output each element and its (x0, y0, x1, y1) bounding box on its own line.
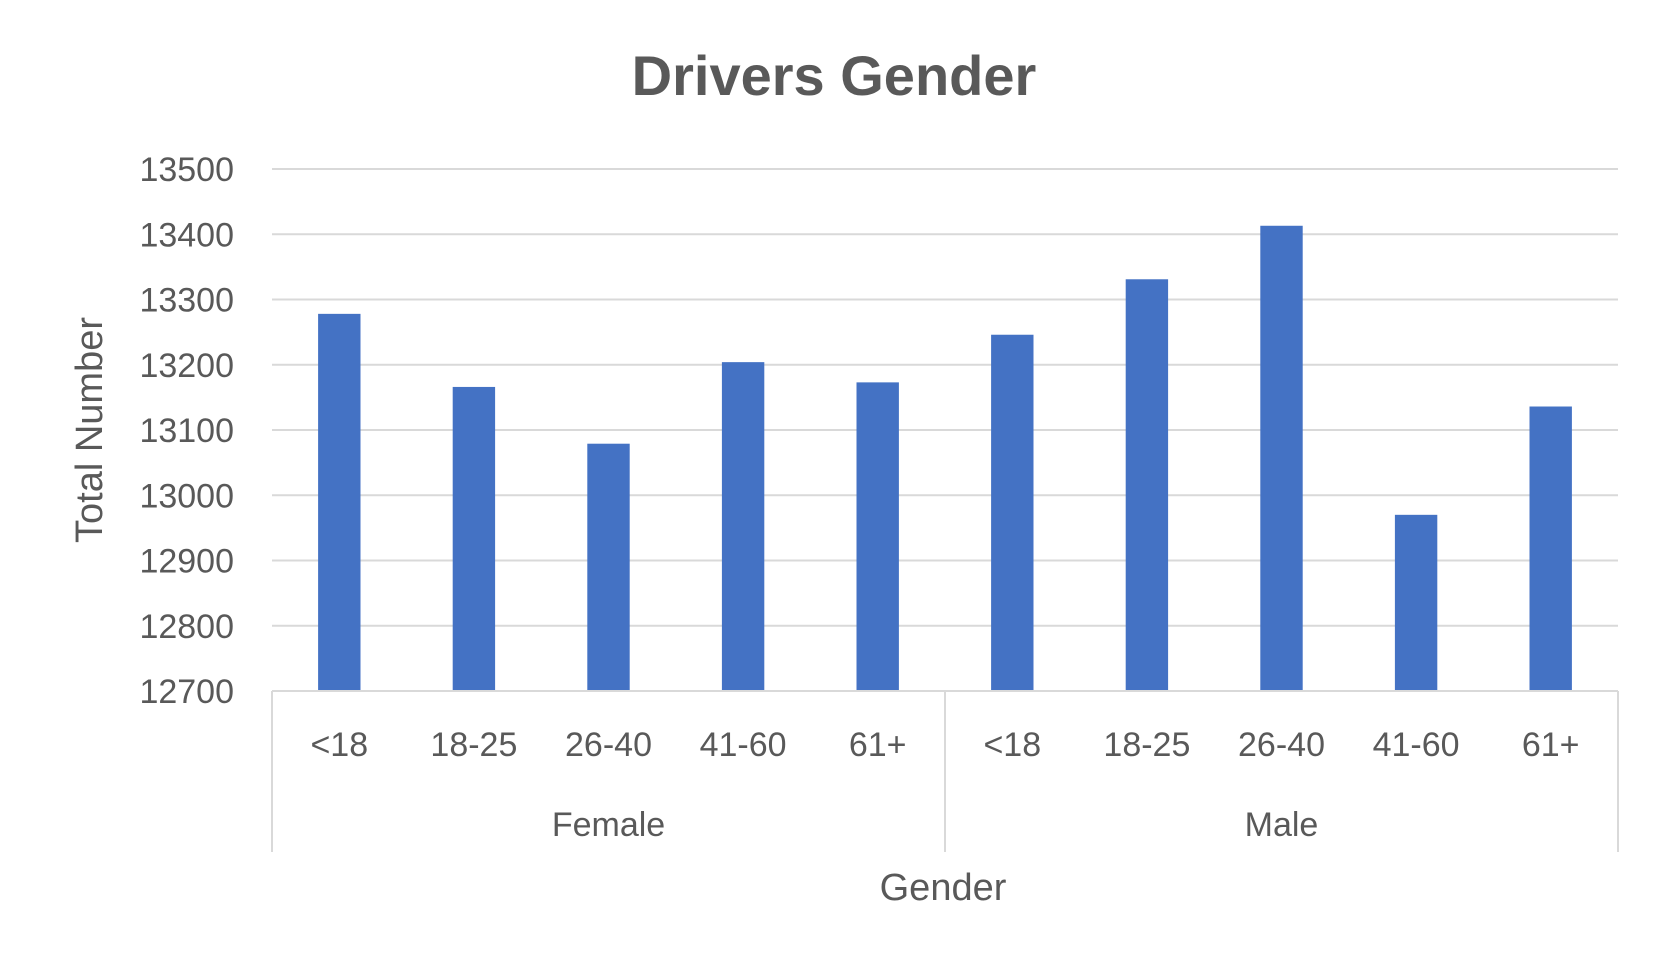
y-tick-label: 13500 (139, 151, 234, 189)
y-tick-label: 13300 (139, 282, 234, 320)
chart-title: Drivers Gender (632, 44, 1037, 107)
y-tick-label: 13000 (139, 477, 234, 515)
y-tick-label: 13200 (139, 347, 234, 385)
x-axis: <18 18-25 26-40 41-60 61+ Female <18 18-25 26-40… (271, 690, 1619, 852)
bar (1260, 225, 1303, 691)
x-tick-label: <18 (310, 726, 368, 764)
x-group-label: Male (1245, 806, 1319, 844)
x-tick-label: 41-60 (1373, 726, 1460, 764)
bar (856, 382, 899, 691)
bar (991, 334, 1034, 691)
y-tick-label: 12700 (139, 673, 234, 711)
x-tick-label: <18 (983, 726, 1041, 764)
x-tick-label: 41-60 (700, 726, 787, 764)
x-tick-label: 26-40 (565, 726, 652, 764)
y-axis-ticks: 12700 12800 12900 13000 13100 13200 13300 13400… (139, 151, 234, 711)
gridlines (272, 168, 1618, 692)
x-tick-label: 61+ (1522, 726, 1580, 764)
y-axis-title: Total Number (69, 317, 111, 543)
x-group-label: Female (552, 806, 665, 844)
bar (721, 362, 765, 691)
bar (452, 386, 496, 691)
bar (1125, 279, 1169, 691)
bar (587, 443, 630, 691)
y-tick-label: 13400 (139, 216, 234, 254)
bar (318, 313, 361, 691)
x-axis-title: Gender (880, 867, 1007, 909)
x-tick-label: 61+ (849, 726, 907, 764)
bar (1394, 514, 1438, 691)
y-tick-label: 13100 (139, 412, 234, 450)
x-tick-label: 18-25 (430, 726, 517, 764)
x-tick-label: 26-40 (1238, 726, 1325, 764)
bar (1529, 406, 1572, 691)
y-tick-label: 12900 (139, 543, 234, 581)
y-tick-label: 12800 (139, 608, 234, 646)
x-tick-label: 18-25 (1103, 726, 1190, 764)
bars (318, 225, 1572, 691)
